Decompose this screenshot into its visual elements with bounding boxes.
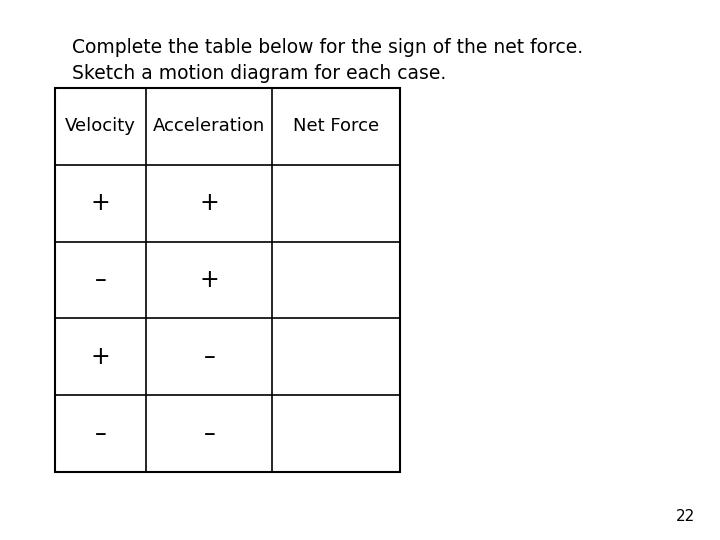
Text: –: – (95, 422, 107, 446)
Text: –: – (95, 268, 107, 292)
Text: +: + (199, 191, 220, 215)
Text: Net Force: Net Force (293, 117, 379, 136)
Text: –: – (204, 422, 215, 446)
Text: +: + (91, 191, 111, 215)
Text: +: + (199, 268, 220, 292)
Text: Velocity: Velocity (66, 117, 136, 136)
Text: Acceleration: Acceleration (153, 117, 266, 136)
Text: –: – (204, 345, 215, 369)
Text: Complete the table below for the sign of the net force.
Sketch a motion diagram : Complete the table below for the sign of… (72, 38, 583, 83)
Bar (55, 88, 400, 472)
Text: 22: 22 (675, 509, 695, 524)
Text: +: + (91, 345, 111, 369)
